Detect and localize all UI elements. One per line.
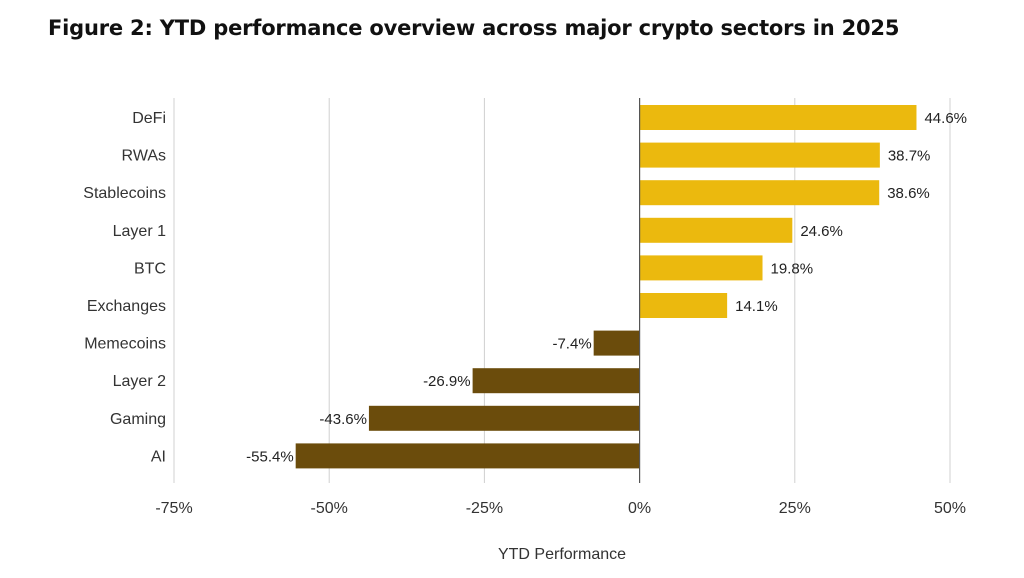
bar-rwas	[639, 142, 880, 168]
value-label: 19.8%	[771, 260, 814, 277]
category-label: BTC	[134, 260, 166, 277]
page-title: Figure 2: YTD performance overview acros…	[48, 16, 900, 40]
value-label: -26.9%	[423, 373, 471, 390]
bar-gaming	[368, 405, 640, 431]
bar-layer-1	[639, 217, 793, 243]
category-label: Memecoins	[84, 336, 166, 353]
category-label: DeFi	[132, 110, 166, 127]
x-tick-label: 25%	[779, 500, 811, 517]
category-label: Layer 1	[113, 223, 166, 240]
category-label: Exchanges	[87, 298, 166, 315]
category-label: RWAs	[122, 148, 166, 165]
x-tick-label: -50%	[311, 500, 348, 517]
x-axis-title: YTD Performance	[498, 546, 626, 563]
value-label: -55.4%	[246, 448, 294, 465]
x-tick-label: 50%	[934, 500, 966, 517]
bar-layer-2	[472, 368, 640, 394]
bar-btc	[639, 255, 763, 281]
x-tick-label: -25%	[466, 500, 503, 517]
value-label: -7.4%	[552, 336, 591, 353]
bar-ai	[295, 443, 640, 469]
value-label: 24.6%	[800, 223, 843, 240]
value-label: 44.6%	[924, 110, 967, 127]
bar-defi	[639, 105, 917, 130]
category-label: Gaming	[110, 411, 166, 428]
bar-memecoins	[593, 330, 640, 356]
value-label: 38.7%	[888, 148, 931, 165]
bar-exchanges	[639, 293, 728, 318]
category-label: Stablecoins	[83, 185, 166, 202]
bar-stablecoins	[639, 180, 880, 206]
bar-layer	[295, 98, 917, 483]
value-label: 14.1%	[735, 298, 778, 315]
label-layer: -75% -50% -25% 0% 25% 50% DeFi 44.6% RWAs 38.7% St…	[83, 110, 967, 517]
category-label: Layer 2	[113, 373, 166, 390]
x-tick-label: 0%	[628, 500, 651, 517]
category-label: AI	[151, 448, 166, 465]
value-label: 38.6%	[887, 185, 930, 202]
x-tick-label: -75%	[155, 500, 192, 517]
value-label: -43.6%	[319, 411, 367, 428]
